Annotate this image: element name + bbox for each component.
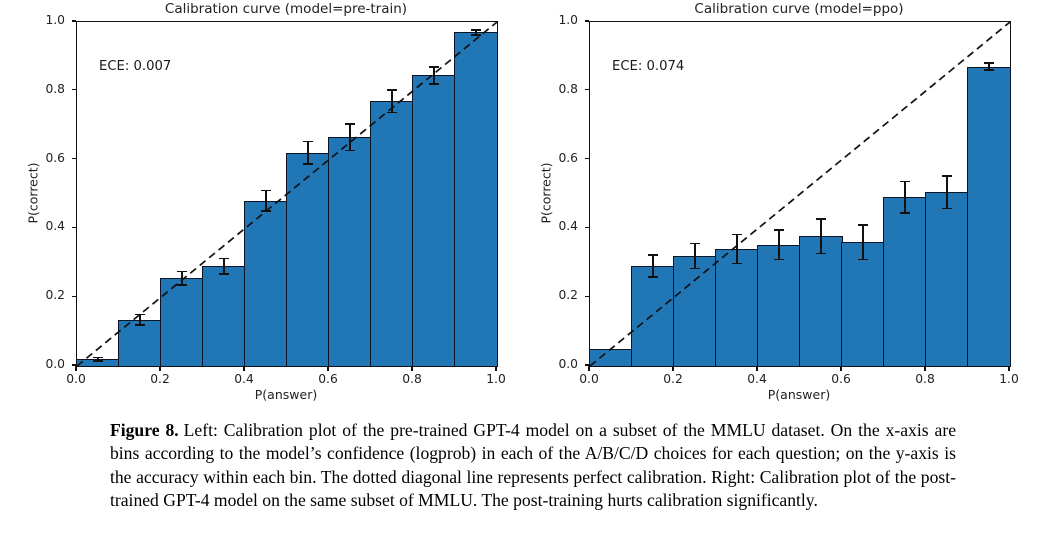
error-bar-bin-3 xyxy=(736,234,738,264)
bar-bin-8 xyxy=(412,75,456,366)
x-tick-mark xyxy=(159,366,161,371)
y-tick-mark xyxy=(71,226,76,229)
x-tick-mark xyxy=(411,366,413,371)
figure-caption: Figure 8. Left: Calibration plot of the p… xyxy=(110,419,956,513)
error-bar-bin-5 xyxy=(307,141,309,165)
bar-bin-9 xyxy=(454,32,498,366)
error-bar-bin-5 xyxy=(820,219,822,254)
x-tick-label: 0.4 xyxy=(747,372,767,387)
x-tick-label: 1.0 xyxy=(486,372,506,387)
x-axis-label: P(answer) xyxy=(254,387,318,402)
bar-bin-2 xyxy=(673,255,717,366)
bar-bin-7 xyxy=(883,197,927,366)
error-bar-bin-0 xyxy=(97,357,99,361)
x-tick-label: 0.4 xyxy=(234,372,254,387)
y-tick-mark xyxy=(584,364,589,366)
y-tick-label: 0.2 xyxy=(558,288,578,303)
x-axis-ticks: 0.0 0.2 0.4 0.6 0.8 1.0 xyxy=(66,366,506,400)
y-axis-ticks: 0.0 0.2 0.4 0.6 0.8 1.0 xyxy=(0,13,76,371)
error-bar-bin-2 xyxy=(181,271,183,286)
error-bar-bin-8 xyxy=(946,176,948,209)
y-tick-mark xyxy=(71,89,76,91)
bar-bin-3 xyxy=(715,249,759,366)
x-tick-mark xyxy=(1008,366,1010,371)
y-tick-label: 0.8 xyxy=(45,81,65,96)
x-tick-mark xyxy=(327,366,329,371)
y-tick-mark xyxy=(584,226,589,229)
error-bar-bin-1 xyxy=(652,255,654,278)
bar-bin-5 xyxy=(799,236,843,366)
y-tick-mark xyxy=(584,295,589,297)
error-bar-bin-9 xyxy=(988,63,990,71)
y-tick-mark xyxy=(71,20,76,22)
y-tick-mark xyxy=(71,157,76,160)
x-tick-mark xyxy=(840,366,842,371)
calibration-chart-ppo: Calibration curve (model=ppo) P(correct)… xyxy=(513,0,1054,412)
ece-annotation: ECE: 0.007 xyxy=(99,59,172,74)
error-bar-bin-9 xyxy=(475,29,477,35)
error-bar-bin-3 xyxy=(223,258,225,275)
y-tick-label: 0.4 xyxy=(45,219,65,234)
y-tick-label: 0.8 xyxy=(558,81,578,96)
y-tick-mark xyxy=(584,20,589,22)
bar-bin-8 xyxy=(925,192,969,366)
x-tick-label: 0.6 xyxy=(318,372,338,387)
x-tick-label: 0.0 xyxy=(579,372,599,387)
error-bar-bin-4 xyxy=(265,190,267,212)
y-axis-ticks: 0.0 0.2 0.4 0.6 0.8 1.0 xyxy=(513,13,589,371)
y-tick-label: 1.0 xyxy=(558,13,578,27)
x-tick-mark xyxy=(243,366,245,371)
error-bar-bin-7 xyxy=(391,89,393,113)
y-tick-label: 0.0 xyxy=(558,357,578,371)
error-bar-bin-8 xyxy=(433,66,435,84)
error-bar-bin-2 xyxy=(694,243,696,269)
x-axis-label: P(answer) xyxy=(767,387,831,402)
perfect-calibration-line xyxy=(590,22,1010,366)
x-tick-mark xyxy=(924,366,926,371)
y-tick-mark xyxy=(584,157,589,160)
error-bar-bin-6 xyxy=(349,124,351,151)
x-tick-label: 0.8 xyxy=(402,372,422,387)
bar-bin-4 xyxy=(757,244,801,366)
x-tick-label: 0.8 xyxy=(915,372,935,387)
x-tick-mark xyxy=(756,366,758,371)
bar-bin-7 xyxy=(370,101,414,366)
y-tick-label: 0.2 xyxy=(45,288,65,303)
chart-title: Calibration curve (model=pre-train) xyxy=(164,1,408,17)
x-tick-mark xyxy=(672,366,674,371)
y-tick-mark xyxy=(584,89,589,91)
x-tick-label: 0.2 xyxy=(150,372,170,387)
x-tick-label: 0.0 xyxy=(66,372,86,387)
calibration-chart-pretrain: Calibration curve (model=pre-train) P(co… xyxy=(0,0,541,412)
y-tick-label: 0.4 xyxy=(558,219,578,234)
figure-caption-text: Left: Calibration plot of the pre-traine… xyxy=(110,420,956,511)
y-tick-label: 0.6 xyxy=(558,150,578,165)
x-tick-mark xyxy=(588,366,590,371)
perfect-calibration-line xyxy=(77,22,497,366)
y-tick-label: 1.0 xyxy=(45,13,65,27)
bar-bin-6 xyxy=(328,137,372,366)
y-tick-mark xyxy=(71,295,76,297)
bar-bin-1 xyxy=(631,266,675,366)
x-tick-mark xyxy=(75,366,77,371)
y-tick-mark xyxy=(71,364,76,366)
x-tick-label: 0.2 xyxy=(663,372,683,387)
plot-area: ECE: 0.074 xyxy=(589,21,1011,367)
ece-annotation: ECE: 0.074 xyxy=(612,59,685,74)
x-tick-label: 1.0 xyxy=(999,372,1019,387)
y-tick-label: 0.0 xyxy=(45,357,65,371)
y-tick-label: 0.6 xyxy=(45,150,65,165)
x-axis-ticks: 0.0 0.2 0.4 0.6 0.8 1.0 xyxy=(579,366,1019,400)
x-tick-label: 0.6 xyxy=(831,372,851,387)
x-tick-mark xyxy=(495,366,497,371)
error-bar-bin-4 xyxy=(778,230,780,260)
error-bar-bin-6 xyxy=(862,224,864,260)
error-bar-bin-7 xyxy=(904,181,906,214)
chart-title: Calibration curve (model=ppo) xyxy=(694,1,904,17)
figure-caption-label: Figure 8. xyxy=(110,420,179,440)
bar-bin-9 xyxy=(967,66,1011,366)
error-bar-bin-1 xyxy=(139,314,141,325)
plot-area: ECE: 0.007 xyxy=(76,21,498,367)
